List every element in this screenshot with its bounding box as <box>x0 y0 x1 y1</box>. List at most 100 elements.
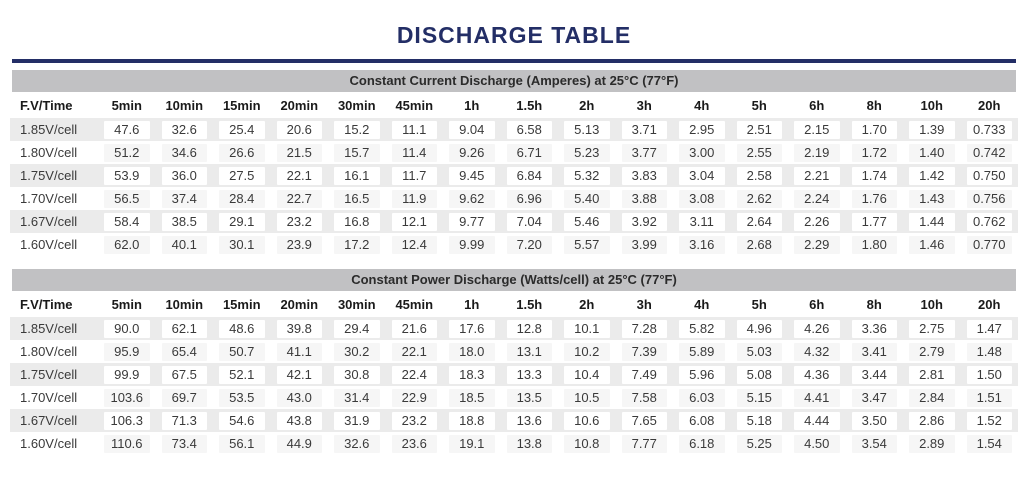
value-cell: 1.43 <box>903 187 961 210</box>
value-text: 4.50 <box>794 434 840 453</box>
value-text: 39.8 <box>276 319 322 338</box>
row-label: 1.85V/cell <box>20 321 78 336</box>
value-text: 4.36 <box>794 365 840 384</box>
value-text: 3.50 <box>851 411 897 430</box>
value-cell: 12.1 <box>386 210 444 233</box>
value-cell: 50.7 <box>213 340 271 363</box>
value-cell: 3.44 <box>846 363 904 386</box>
value-cell: 15.7 <box>328 141 386 164</box>
row-label: 1.80V/cell <box>20 145 78 160</box>
value-text: 27.5 <box>219 166 265 185</box>
value-text: 6.58 <box>506 120 552 139</box>
value-cell: 23.2 <box>386 409 444 432</box>
value-text: 19.1 <box>449 434 495 453</box>
value-text: 26.6 <box>219 143 265 162</box>
value-cell: 18.0 <box>443 340 501 363</box>
value-text: 4.44 <box>794 411 840 430</box>
row-label: 1.85V/cell <box>20 122 78 137</box>
row-label: 1.67V/cell <box>20 214 78 229</box>
value-text: 12.4 <box>391 235 437 254</box>
value-cell: 36.0 <box>156 164 214 187</box>
value-cell: 39.8 <box>271 317 329 340</box>
value-cell: 1.70 <box>846 118 904 141</box>
value-cell: 2.86 <box>903 409 961 432</box>
title-divider-rule <box>12 59 1016 63</box>
value-cell: 99.9 <box>98 363 156 386</box>
value-text: 6.08 <box>679 411 725 430</box>
value-text: 7.49 <box>621 365 667 384</box>
value-text: 2.19 <box>794 143 840 162</box>
value-cell: 4.96 <box>731 317 789 340</box>
value-cell: 30.1 <box>213 233 271 256</box>
value-cell: 17.6 <box>443 317 501 340</box>
value-text: 90.0 <box>104 319 150 338</box>
value-cell: 5.82 <box>673 317 731 340</box>
value-text: 3.71 <box>621 120 667 139</box>
value-text: 2.68 <box>736 235 782 254</box>
value-text: 9.77 <box>449 212 495 231</box>
value-cell: 53.9 <box>98 164 156 187</box>
value-text: 52.1 <box>219 365 265 384</box>
value-cell: 9.45 <box>443 164 501 187</box>
column-header: 4h <box>673 92 731 118</box>
value-cell: 26.6 <box>213 141 271 164</box>
value-text: 0.770 <box>966 235 1012 254</box>
value-text: 43.0 <box>276 388 322 407</box>
value-cell: 25.4 <box>213 118 271 141</box>
value-text: 6.96 <box>506 189 552 208</box>
value-text: 1.46 <box>909 235 955 254</box>
value-cell: 5.15 <box>731 386 789 409</box>
value-text: 2.26 <box>794 212 840 231</box>
value-cell: 13.6 <box>501 409 559 432</box>
value-text: 54.6 <box>219 411 265 430</box>
value-text: 10.2 <box>564 342 610 361</box>
row-label-column-header: F.V/Time <box>10 291 98 317</box>
value-cell: 9.26 <box>443 141 501 164</box>
value-text: 1.50 <box>966 365 1012 384</box>
value-cell: 4.26 <box>788 317 846 340</box>
value-text: 10.4 <box>564 365 610 384</box>
value-text: 38.5 <box>161 212 207 231</box>
value-cell: 73.4 <box>156 432 214 455</box>
value-cell: 3.92 <box>616 210 674 233</box>
column-header: 20h <box>960 92 1018 118</box>
column-header: 5h <box>730 291 788 317</box>
value-text: 3.47 <box>851 388 897 407</box>
value-cell: 7.49 <box>616 363 674 386</box>
value-text: 13.6 <box>506 411 552 430</box>
value-text: 3.08 <box>679 189 725 208</box>
column-header: 5h <box>730 92 788 118</box>
value-text: 41.1 <box>276 342 322 361</box>
value-cell: 2.15 <box>788 118 846 141</box>
value-text: 2.51 <box>736 120 782 139</box>
value-cell: 44.9 <box>271 432 329 455</box>
value-text: 7.77 <box>621 434 667 453</box>
value-text: 5.32 <box>564 166 610 185</box>
value-cell: 5.57 <box>558 233 616 256</box>
value-text: 56.5 <box>104 189 150 208</box>
value-text: 3.16 <box>679 235 725 254</box>
value-text: 5.57 <box>564 235 610 254</box>
column-header: 8h <box>845 92 903 118</box>
value-cell: 1.42 <box>903 164 961 187</box>
value-text: 9.45 <box>449 166 495 185</box>
value-text: 42.1 <box>276 365 322 384</box>
value-text: 7.20 <box>506 235 552 254</box>
value-text: 5.46 <box>564 212 610 231</box>
value-cell: 4.50 <box>788 432 846 455</box>
value-cell: 3.08 <box>673 187 731 210</box>
value-cell: 2.19 <box>788 141 846 164</box>
table-row: 1.85V/cell 90.0 62.1 48.6 39.8 29.4 21.6 17.6 12… <box>10 317 1018 340</box>
value-text: 95.9 <box>104 342 150 361</box>
value-text: 6.84 <box>506 166 552 185</box>
column-header: 6h <box>788 291 846 317</box>
value-text: 9.99 <box>449 235 495 254</box>
value-cell: 1.76 <box>846 187 904 210</box>
value-text: 2.86 <box>909 411 955 430</box>
value-cell: 51.2 <box>98 141 156 164</box>
value-cell: 5.23 <box>558 141 616 164</box>
value-text: 1.76 <box>851 189 897 208</box>
column-header-row: F.V/Time 5min 10min 15min 20min 30min 45min 1h 1… <box>10 291 1018 317</box>
table-row: 1.60V/cell 62.0 40.1 30.1 23.9 17.2 12.4 9.99 7.… <box>10 233 1018 256</box>
value-cell: 2.21 <box>788 164 846 187</box>
